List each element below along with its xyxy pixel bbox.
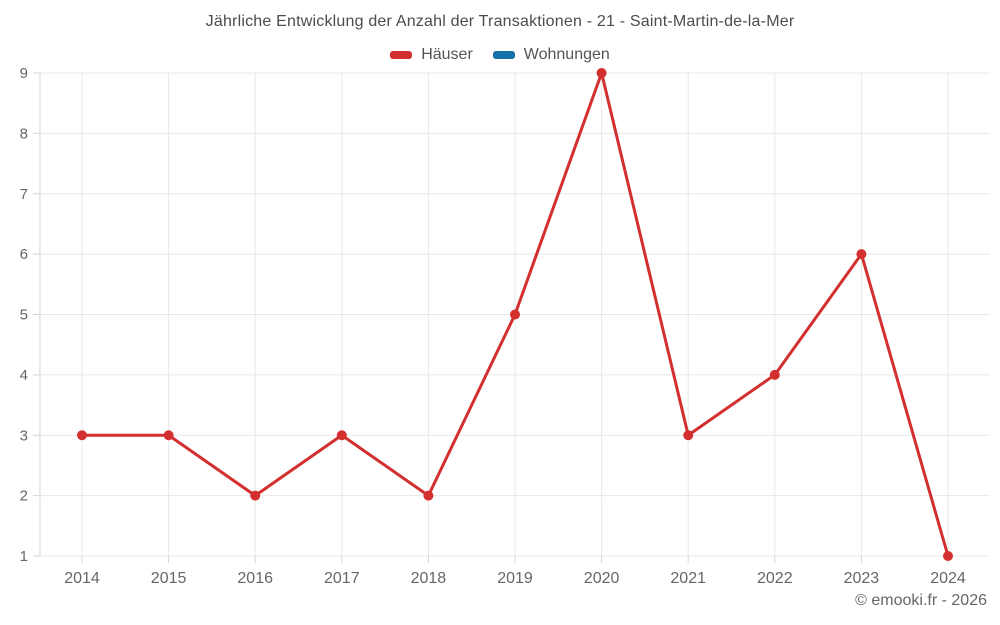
- y-axis-label: 2: [20, 488, 28, 505]
- y-axis-label: 4: [20, 367, 28, 384]
- legend-swatch: [390, 51, 413, 59]
- data-point-2014[interactable]: [77, 430, 87, 441]
- legend-item-wohnungen[interactable]: Wohnungen: [492, 46, 610, 64]
- data-point-2020[interactable]: [596, 68, 607, 78]
- data-point-2022[interactable]: [769, 369, 780, 380]
- y-axis-label: 9: [20, 65, 28, 82]
- x-axis-label: 2016: [237, 570, 273, 587]
- chart-title: Jährliche Entwicklung der Anzahl der Tra…: [205, 13, 795, 30]
- x-axis-label: 2019: [497, 570, 533, 587]
- x-axis-label: 2017: [324, 570, 360, 587]
- x-axis-label: 2021: [670, 570, 706, 587]
- legend-swatch: [492, 51, 515, 59]
- x-axis-label: 2023: [844, 570, 880, 587]
- data-point-2016[interactable]: [250, 490, 261, 501]
- y-axis-label: 6: [20, 246, 28, 263]
- data-point-2023[interactable]: [856, 249, 867, 260]
- x-axis-label: 2020: [584, 570, 620, 587]
- x-axis-label: 2018: [411, 570, 447, 587]
- y-axis-label: 5: [20, 307, 28, 324]
- legend-label: Wohnungen: [523, 46, 610, 63]
- x-axis-label: 2015: [151, 570, 187, 587]
- data-point-2024[interactable]: [943, 551, 953, 561]
- x-axis-label: 2024: [930, 570, 966, 587]
- data-point-2015[interactable]: [163, 430, 174, 441]
- chart-legend: Häuser Wohnungen: [0, 46, 1000, 64]
- y-axis-label: 8: [20, 125, 28, 142]
- copyright-text: © emooki.fr - 2026: [855, 592, 987, 609]
- legend-label: Häuser: [421, 46, 473, 63]
- y-axis-label: 1: [20, 548, 28, 565]
- y-axis-label: 3: [20, 427, 28, 444]
- data-point-2019[interactable]: [510, 309, 520, 320]
- data-point-2018[interactable]: [423, 490, 434, 501]
- x-axis-label: 2014: [64, 570, 100, 587]
- data-point-2017[interactable]: [336, 430, 347, 441]
- legend-item-häuser[interactable]: Häuser: [390, 46, 473, 64]
- data-point-2021[interactable]: [683, 430, 694, 441]
- y-axis-label: 7: [20, 186, 28, 203]
- x-axis-label: 2022: [757, 570, 793, 587]
